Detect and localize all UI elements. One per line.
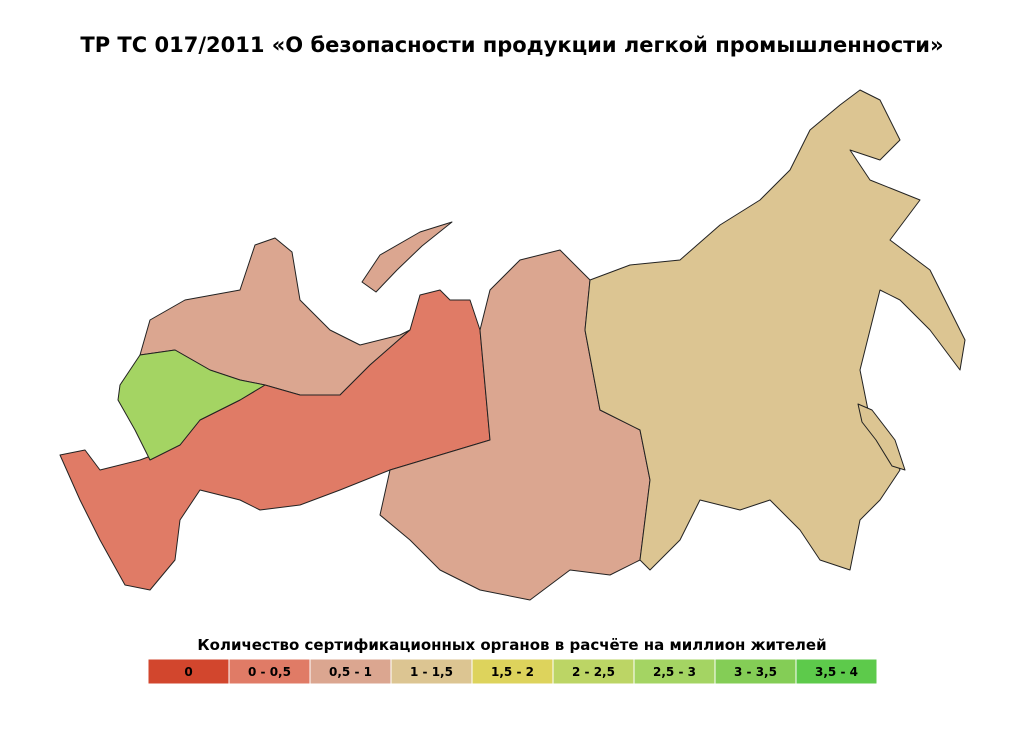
legend-label: 0 (184, 665, 192, 679)
legend-label: 0 - 0,5 (248, 665, 291, 679)
legend-label: 2,5 - 3 (653, 665, 696, 679)
legend-swatch (552, 658, 635, 685)
legend: 0 0 - 0,5 0,5 - 1 1 - 1,5 1,5 - 2 2 - 2,5 2,5 … (147, 658, 878, 685)
region (117, 349, 266, 461)
legend-swatch (795, 658, 878, 685)
map-title: ТР ТС 017/2011 «О безопасности продукции… (80, 33, 943, 57)
region (584, 89, 966, 571)
legend-label: 3,5 - 4 (815, 665, 858, 679)
legend-label: 0,5 - 1 (329, 665, 372, 679)
region (379, 249, 651, 601)
legend-title: Количество сертификационных органов в ра… (197, 636, 826, 654)
legend-swatch (390, 658, 473, 685)
legend-swatch (471, 658, 554, 685)
region (361, 221, 453, 293)
region (857, 403, 906, 471)
legend-label: 3 - 3,5 (734, 665, 777, 679)
legend-swatch (309, 658, 392, 685)
legend-swatch (633, 658, 716, 685)
legend-label: 2 - 2,5 (572, 665, 615, 679)
legend-label: 1 - 1,5 (410, 665, 453, 679)
map (59, 89, 966, 601)
legend-swatch (228, 658, 311, 685)
legend-label: 1,5 - 2 (491, 665, 534, 679)
